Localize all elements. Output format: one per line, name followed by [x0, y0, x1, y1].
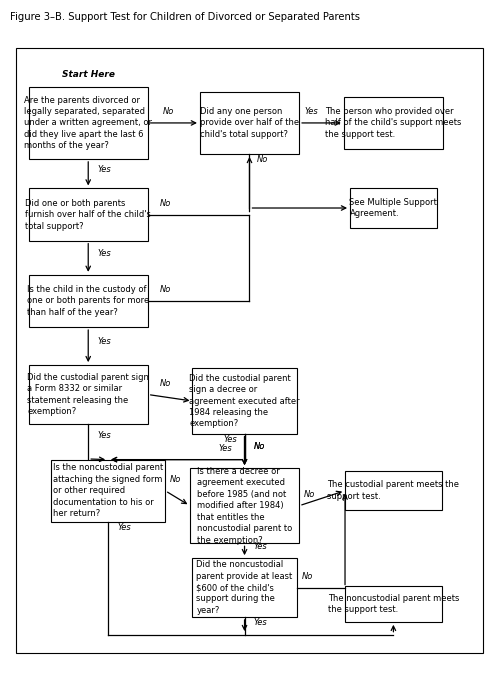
- Text: No: No: [160, 199, 172, 208]
- Text: Did the custodial parent
sign a decree or
agreement executed after
1984 releasin: Did the custodial parent sign a decree o…: [189, 373, 300, 429]
- Text: Are the parents divorced or
legally separated, separated
under a written agreeme: Are the parents divorced or legally sepa…: [24, 96, 152, 150]
- Text: No: No: [163, 107, 174, 117]
- Text: Yes: Yes: [117, 522, 131, 532]
- Text: Yes: Yes: [253, 618, 267, 627]
- Bar: [193, 558, 296, 617]
- Text: Yes: Yes: [97, 249, 111, 257]
- Text: Yes: Yes: [304, 107, 318, 117]
- Text: See Multiple Support
Agreement.: See Multiple Support Agreement.: [349, 197, 437, 218]
- Text: Is there a decree or
agreement executed
before 1985 (and not
modified after 1984: Is there a decree or agreement executed …: [197, 467, 292, 545]
- Text: The person who provided over
half of the child's support meets
the support test.: The person who provided over half of the…: [325, 107, 462, 139]
- Text: Yes: Yes: [219, 444, 232, 453]
- Text: The custodial parent meets the
support test.: The custodial parent meets the support t…: [327, 481, 460, 501]
- Text: Did any one person
provide over half of the
child's total support?: Did any one person provide over half of …: [200, 107, 299, 139]
- Text: No: No: [160, 379, 172, 388]
- Text: Did one or both parents
furnish over half of the child's
total support?: Did one or both parents furnish over hal…: [25, 199, 151, 231]
- Text: Did the noncustodial
parent provide at least
$600 of the child's
support during : Did the noncustodial parent provide at l…: [197, 560, 292, 615]
- Bar: [28, 365, 148, 424]
- Text: Yes: Yes: [224, 435, 237, 443]
- Text: No: No: [253, 442, 265, 451]
- Text: No: No: [253, 442, 265, 451]
- Bar: [344, 97, 443, 149]
- Text: Start Here: Start Here: [62, 70, 115, 79]
- Bar: [350, 188, 437, 228]
- Bar: [28, 275, 148, 327]
- Text: No: No: [304, 490, 315, 499]
- Bar: [193, 368, 296, 434]
- Text: Yes: Yes: [97, 337, 111, 346]
- Text: Is the child in the custody of
one or both parents for more
than half of the yea: Is the child in the custody of one or bo…: [27, 285, 149, 317]
- Text: No: No: [160, 285, 172, 295]
- Text: Yes: Yes: [253, 542, 267, 551]
- Text: Figure 3–B. Support Test for Children of Divorced or Separated Parents: Figure 3–B. Support Test for Children of…: [10, 12, 360, 22]
- Text: No: No: [257, 155, 268, 164]
- Bar: [200, 92, 299, 154]
- Bar: [190, 468, 299, 543]
- Text: No: No: [170, 475, 182, 484]
- Text: The noncustodial parent meets
the support test.: The noncustodial parent meets the suppor…: [328, 594, 459, 614]
- Bar: [28, 87, 148, 159]
- Bar: [345, 471, 442, 510]
- Text: Yes: Yes: [97, 431, 111, 440]
- Text: Is the noncustodial parent
attaching the signed form
or other required
documenta: Is the noncustodial parent attaching the…: [53, 463, 163, 518]
- Text: Did the custodial parent sign
a Form 8332 or similar
statement releasing the
exe: Did the custodial parent sign a Form 833…: [27, 373, 149, 416]
- Bar: [28, 188, 148, 241]
- Bar: [345, 586, 442, 622]
- Text: Yes: Yes: [97, 164, 111, 174]
- Bar: [51, 460, 165, 522]
- Text: No: No: [301, 572, 313, 581]
